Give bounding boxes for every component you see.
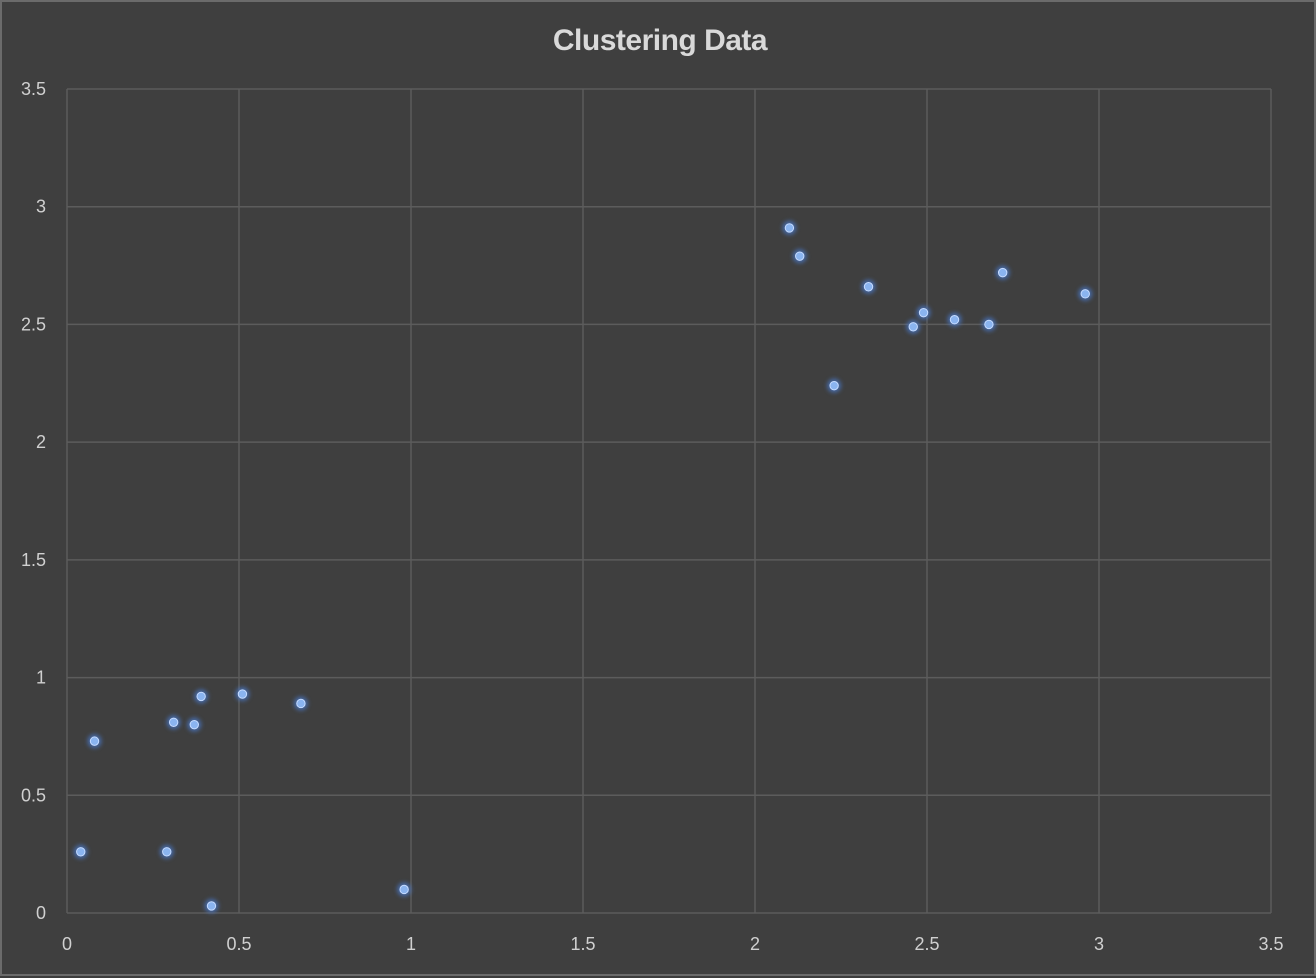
data-point <box>293 696 308 711</box>
y-tick-label: 0.5 <box>21 785 46 805</box>
data-point <box>235 687 250 702</box>
x-tick-label: 3 <box>1094 934 1104 954</box>
data-point <box>861 279 876 294</box>
data-point <box>1078 286 1093 301</box>
x-tick-label: 2.5 <box>914 934 939 954</box>
y-axis-tick-labels: 0 0.5 1 1.5 2 2.5 3 3.5 <box>21 79 46 923</box>
data-point <box>397 882 412 897</box>
data-point <box>947 312 962 327</box>
y-tick-label: 1.5 <box>21 550 46 570</box>
data-point <box>995 265 1010 280</box>
data-point <box>782 220 797 235</box>
x-axis-tick-labels: 0 0.5 1 1.5 2 2.5 3 3.5 <box>62 934 1284 954</box>
data-point <box>73 844 88 859</box>
data-point <box>159 844 174 859</box>
x-tick-label: 2 <box>750 934 760 954</box>
data-point <box>194 689 209 704</box>
y-tick-label: 3 <box>36 197 46 217</box>
data-point <box>981 317 996 332</box>
data-points <box>73 220 1093 913</box>
x-tick-label: 3.5 <box>1258 934 1283 954</box>
y-tick-label: 3.5 <box>21 79 46 99</box>
data-point <box>906 319 921 334</box>
x-tick-label: 0 <box>62 934 72 954</box>
data-point <box>187 717 202 732</box>
data-point <box>204 898 219 913</box>
x-tick-label: 0.5 <box>226 934 251 954</box>
gridlines <box>66 88 1272 914</box>
chart-title: Clustering Data <box>552 24 768 57</box>
data-point <box>792 249 807 264</box>
y-tick-label: 1 <box>36 668 46 688</box>
y-tick-label: 2.5 <box>21 314 46 334</box>
y-tick-label: 0 <box>36 903 46 923</box>
data-point <box>916 305 931 320</box>
data-point <box>87 734 102 749</box>
data-point <box>166 715 181 730</box>
x-tick-label: 1 <box>406 934 416 954</box>
y-tick-label: 2 <box>36 432 46 452</box>
x-tick-label: 1.5 <box>570 934 595 954</box>
data-point <box>827 378 842 393</box>
